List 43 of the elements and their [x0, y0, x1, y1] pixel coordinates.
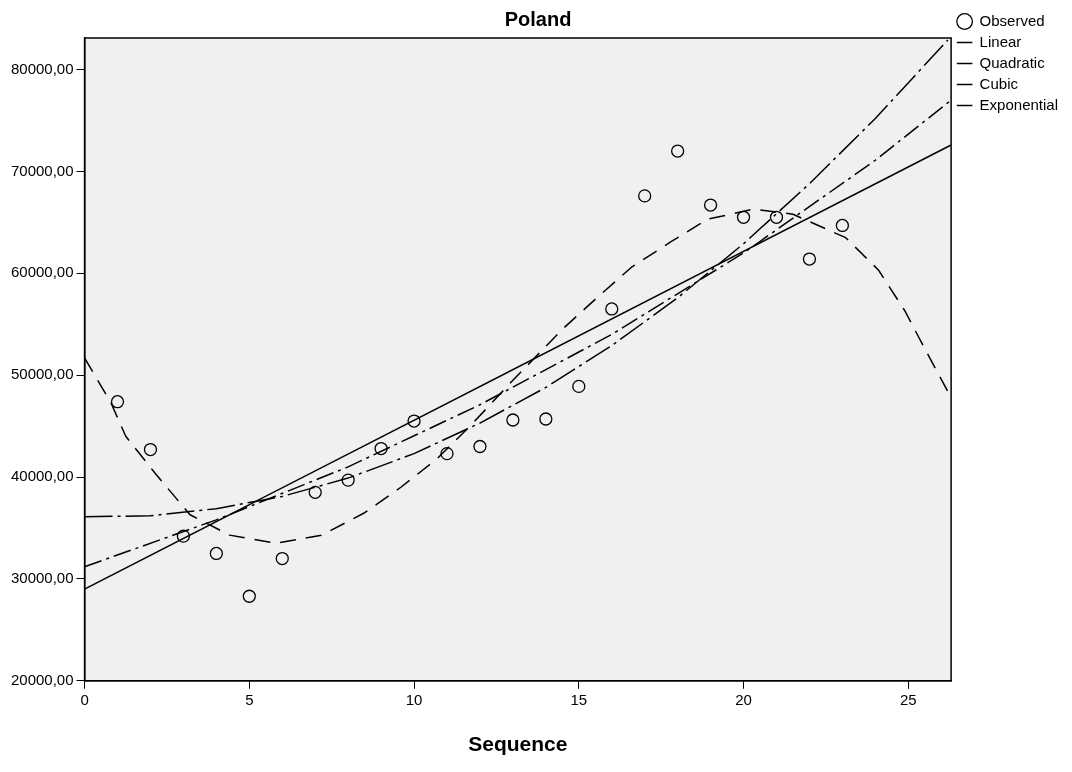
legend-label: Quadratic [979, 53, 1046, 71]
point [308, 485, 322, 499]
point [440, 446, 454, 461]
y-tick-label: 70000,00 [10, 161, 74, 179]
y-tick-label: 60000,00 [10, 263, 74, 281]
point [473, 439, 487, 454]
point [638, 189, 652, 203]
point [407, 414, 421, 428]
point [572, 379, 586, 394]
y-tick-label: 40000,00 [10, 467, 74, 485]
legend-label: Cubic [979, 74, 1019, 92]
point [769, 210, 784, 224]
x-tick-label: 20 [735, 690, 752, 708]
point [143, 442, 158, 457]
point [110, 395, 125, 409]
x-tick-label: 15 [570, 690, 588, 708]
point [176, 529, 191, 543]
point [341, 473, 355, 487]
y-tick-label: 80000,00 [10, 59, 74, 77]
legend-label: Exponential [979, 95, 1059, 113]
y-tick-label: 20000,00 [10, 670, 74, 688]
point [209, 546, 224, 561]
y-tick-label: 50000,00 [10, 365, 74, 383]
point [506, 413, 520, 427]
y-tick-label: 30000,00 [10, 569, 74, 587]
x-tick-label: 5 [245, 690, 254, 708]
point [374, 441, 388, 456]
legend-label: Observed [979, 11, 1045, 29]
point [835, 218, 850, 233]
point [703, 198, 718, 212]
chart-title: Poland [504, 7, 572, 30]
x-tick-label: 25 [899, 690, 917, 708]
point [802, 252, 817, 266]
x-tick-label: 0 [80, 690, 89, 708]
point [275, 551, 289, 566]
x-axis-title: Sequence [468, 732, 568, 756]
legend-label: Linear [979, 32, 1022, 50]
point [242, 589, 256, 603]
point [539, 412, 553, 426]
point [670, 144, 685, 158]
point [605, 302, 619, 316]
point [736, 210, 751, 224]
x-tick-label: 10 [405, 690, 423, 708]
